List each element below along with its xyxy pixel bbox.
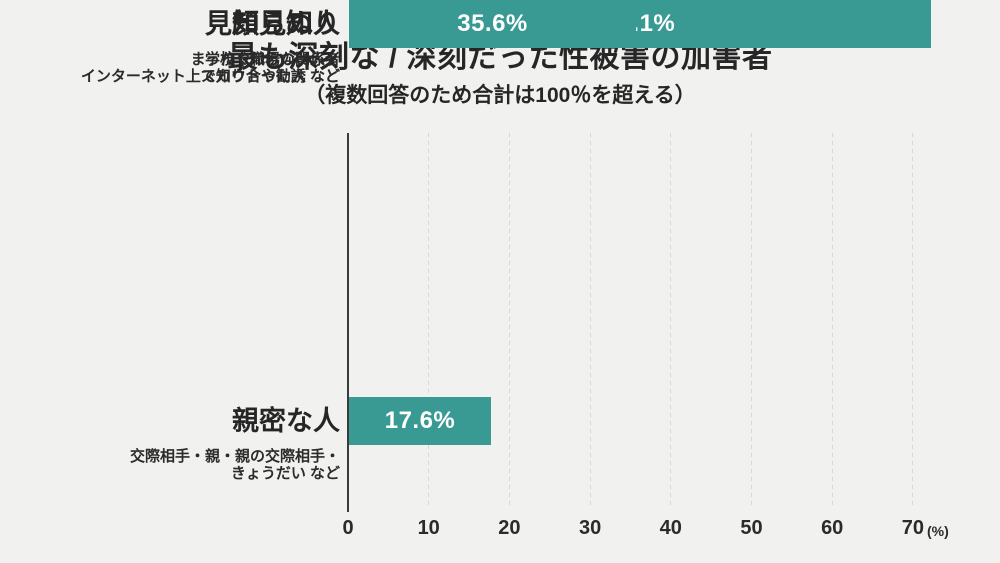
category-label: 見知らぬ人	[205, 9, 340, 39]
x-tick-label: 20	[498, 517, 521, 539]
gridline	[589, 133, 591, 508]
chart-subtitle: （複数回答のため合計は100％を超える）	[304, 84, 696, 107]
x-tick-label: 40	[659, 517, 682, 539]
bar-value-label: 17.6%	[384, 407, 456, 434]
x-tick-label: 50	[740, 517, 763, 539]
x-tick-label: 60	[821, 517, 844, 539]
category-sublabel-line: きょうだい など	[230, 465, 340, 482]
x-tick-label: 70	[901, 517, 925, 539]
gridline	[428, 133, 430, 508]
y-axis-line	[347, 133, 349, 512]
bar: 17.6%	[349, 397, 491, 445]
x-tick-label: 10	[417, 517, 440, 539]
category-sublabel: まったく知らない人・ スカウトや勧誘 など	[0, 51, 340, 85]
gridline	[508, 133, 510, 508]
category-label-block: 見知らぬ人 まったく知らない人・ スカウトや勧誘 など	[0, 0, 340, 85]
gridline	[751, 133, 752, 508]
category-label-block: 顔見知り 学校や職場の関係者 インターネット上で知り合った人 など	[0, 0, 340, 85]
category-sublabel: 交際相手・親・親の交際相手・ きょうだい など	[0, 448, 340, 482]
category-sublabel-line: スカウトや勧誘 など	[200, 68, 340, 85]
category-label: 親密な人	[232, 406, 340, 436]
bar-value-label: 35.6%	[457, 10, 528, 37]
category-sublabel: 学校や職場の関係者 インターネット上で知り合った人 など	[0, 51, 340, 85]
bar: 35.6%	[349, 0, 636, 48]
category-sublabel-line: 交際相手・親・親の交際相手・	[129, 448, 340, 465]
gridline	[912, 133, 914, 508]
category-sublabel-line: 学校や職場の関係者	[204, 51, 340, 68]
category-sublabel-line: まったく知らない人・	[190, 51, 340, 68]
category-sublabel-line: インターネット上で知り合った人 など	[80, 68, 340, 85]
x-tick-label: 30	[578, 517, 602, 539]
category-label-block: 親密な人 交際相手・親・親の交際相手・ きょうだい など	[0, 397, 340, 482]
x-axis-unit-label: (%)	[927, 523, 949, 539]
gridline	[831, 133, 833, 508]
x-tick-label: 0	[342, 517, 354, 539]
gridline	[670, 133, 672, 508]
category-label: 顔見知り	[232, 9, 340, 39]
